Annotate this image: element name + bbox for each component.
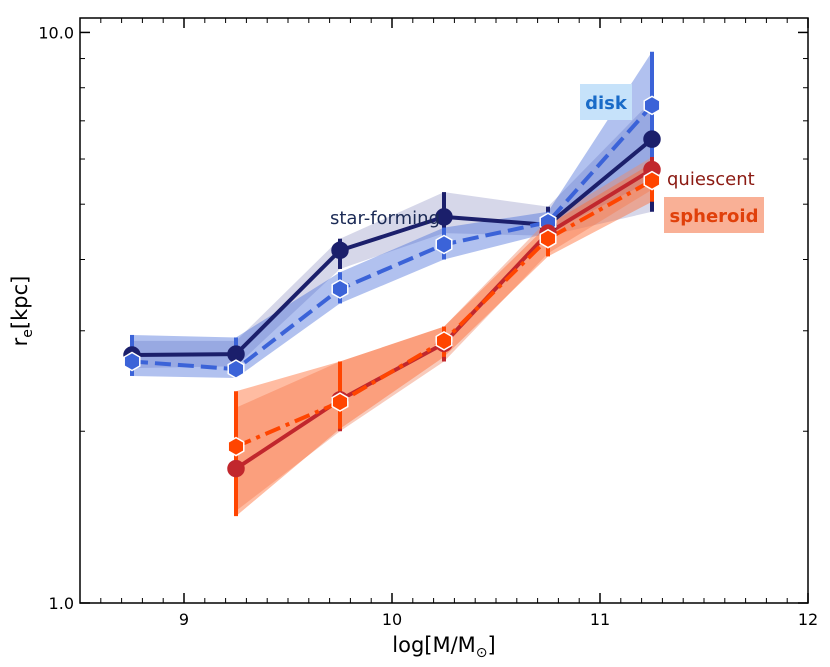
- point-star-forming: [435, 208, 453, 226]
- annotation-disk: disk: [585, 93, 628, 114]
- axis-ticks: 9 10 11 12 1.0 10.0: [38, 18, 818, 629]
- y-tick-label: 10.0: [38, 23, 74, 42]
- annotation-quiescent: quiescent: [667, 169, 755, 190]
- line-star-forming: [131, 137, 654, 358]
- point-star-forming: [643, 130, 661, 148]
- plot-frame: [79, 17, 809, 604]
- point-disk: [123, 351, 141, 372]
- x-tick-label: 12: [798, 610, 818, 629]
- y-axis-label: re[kpc]: [8, 276, 36, 347]
- x-axis-label-sub: ⊙: [476, 645, 488, 661]
- x-tick-label: 9: [179, 610, 189, 629]
- x-tick-label: 11: [590, 610, 610, 629]
- point-star-forming: [331, 241, 349, 260]
- point-disk: [331, 279, 349, 299]
- uncertainty-bands: [132, 51, 652, 517]
- point-spheroid: [227, 436, 245, 457]
- y-tick-label: 1.0: [49, 594, 74, 613]
- x-tick-label: 10: [382, 610, 402, 629]
- point-disk: [643, 95, 661, 116]
- point-spheroid: [435, 331, 453, 351]
- series-markers: [123, 95, 661, 478]
- annotation-disk-box: [580, 84, 632, 120]
- x-axis-label: log[M/M⊙]: [392, 633, 495, 661]
- annotation-spheroid-box: [664, 197, 764, 233]
- point-disk: [435, 234, 453, 255]
- y-axis-label-sub: e: [20, 329, 36, 338]
- point-spheroid: [643, 170, 661, 191]
- annotation-spheroid: spheroid: [670, 206, 759, 227]
- error-bars: [130, 51, 654, 517]
- point-quiescent: [227, 459, 245, 478]
- point-disk: [227, 359, 245, 379]
- series-lines: [131, 104, 654, 471]
- annotation-star-forming: star-forming: [330, 208, 440, 229]
- point-spheroid: [539, 228, 557, 249]
- point-spheroid: [331, 392, 349, 412]
